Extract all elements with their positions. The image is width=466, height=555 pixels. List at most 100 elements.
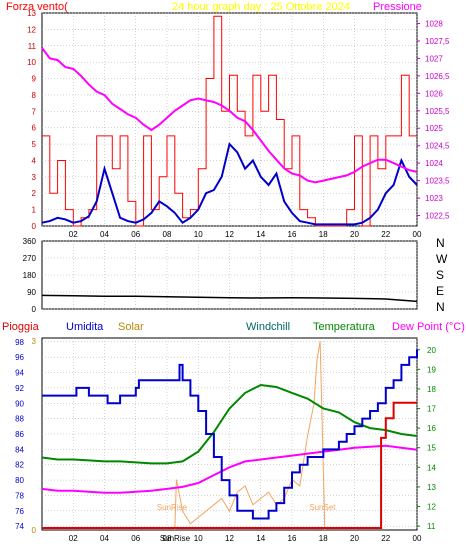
temperature-x-ticks: 02 04 06 08 10 12 14 16 18 20 22 00 xyxy=(69,534,422,543)
temperature-tick-label: 12 xyxy=(427,502,436,511)
humidity-y-tick-label: 82 xyxy=(15,461,24,470)
pressure-tick-label: 1023,5 xyxy=(425,177,450,186)
sunset-label: SunSet xyxy=(309,503,336,512)
temperature-x-tick-label: 00 xyxy=(413,534,422,543)
wind-x-tick-label: 22 xyxy=(381,230,390,239)
direction-series xyxy=(41,294,418,303)
wind-y-tick-label: 3 xyxy=(32,173,37,182)
wind-x-tick-label: 20 xyxy=(350,230,359,239)
solar-label: Solar xyxy=(118,321,144,333)
temperature-x-tick-label: 20 xyxy=(350,534,359,543)
temperature-x-tick-label: 02 xyxy=(69,534,78,543)
dewpoint-line xyxy=(41,444,418,494)
compass-label: N xyxy=(436,236,445,250)
temperature-x-tick-label: 22 xyxy=(381,534,390,543)
humidity-y-tick-label: 92 xyxy=(15,384,24,393)
temperature-tick-label: 19 xyxy=(427,365,436,374)
wind-x-ticks: 02 04 06 08 10 12 14 16 18 20 22 00 xyxy=(69,230,422,239)
temperature-x-tick-label: 14 xyxy=(256,534,265,543)
wind-y-tick-label: 7 xyxy=(32,107,37,116)
temperature-tick-label: 15 xyxy=(427,444,436,453)
wind-y-tick-label: 9 xyxy=(32,75,37,84)
solar-tick-label: 0 xyxy=(32,526,37,535)
pressure-line xyxy=(41,47,418,184)
wind-y-tick-label: 10 xyxy=(27,58,36,67)
wind-x-tick-label: 08 xyxy=(163,230,172,239)
wind-y-tick-label: 4 xyxy=(32,156,37,165)
temperature-x-tick-label: 12 xyxy=(225,534,234,543)
compass-label: S xyxy=(436,268,444,282)
compass-label: E xyxy=(436,284,444,298)
pressure-tick-label: 1027 xyxy=(425,54,443,63)
temperature-x-tick-label: 04 xyxy=(100,534,109,543)
direction-y-tick-label: 90 xyxy=(27,288,36,297)
wind-y-tick-label: 1 xyxy=(32,206,37,215)
humidity-y-tick-label: 80 xyxy=(15,476,24,485)
pressure-tick-label: 1025,5 xyxy=(425,107,450,116)
humidity-y-tick-label: 86 xyxy=(15,430,24,439)
wind-y-tick-label: 0 xyxy=(32,222,37,231)
humidity-y-tick-label: 88 xyxy=(15,415,24,424)
direction-y-tick-label: 180 xyxy=(23,271,37,280)
solar-line xyxy=(174,341,326,531)
temperature-label: Temperatura xyxy=(313,321,376,333)
wind-x-tick-label: 18 xyxy=(319,230,328,239)
humidity-y-tick-label: 74 xyxy=(15,522,24,531)
pressure-tick-label: 1027,5 xyxy=(425,37,450,46)
sun-annotations: SunRise SunSet SunRise xyxy=(157,503,336,543)
rain-label: Pioggia xyxy=(2,321,40,333)
pressure-tick-label: 1024,5 xyxy=(425,142,450,151)
direction-y-ticks: 360 270 180 90 0 xyxy=(23,237,37,314)
temperature-tick-label: 13 xyxy=(427,483,436,492)
pressure-label: Pressione xyxy=(373,1,422,13)
temperature-tick-label: 16 xyxy=(427,424,436,433)
temperature-x-tick-label: 18 xyxy=(319,534,328,543)
wind-mean-line xyxy=(41,142,418,226)
humidity-y-tick-label: 94 xyxy=(15,369,24,378)
temperature-y-ticks: 11 12 13 14 15 16 17 18 19 20 xyxy=(417,346,436,531)
temperature-tick-label: 11 xyxy=(427,522,436,531)
pressure-tick-label: 1023 xyxy=(425,194,443,203)
pressure-tick-label: 1022,5 xyxy=(425,212,450,221)
wind-y-tick-label: 8 xyxy=(32,91,37,100)
wind-y-tick-label: 5 xyxy=(32,140,37,149)
temperature-tick-label: 14 xyxy=(427,463,436,472)
wind-x-tick-label: 04 xyxy=(100,230,109,239)
solar-tick-label: 3 xyxy=(32,337,37,346)
humidity-label: Umidita xyxy=(66,321,104,333)
humidity-y-tick-label: 98 xyxy=(15,338,24,347)
wind-force-label: Forza vento( xyxy=(6,1,68,13)
pressure-tick-label: 1028 xyxy=(425,19,443,28)
temperature-panel: Pioggia Umidita Solar Windchill Temperat… xyxy=(2,321,465,543)
direction-line xyxy=(41,294,418,303)
temperature-x-tick-label: 08 xyxy=(163,534,172,543)
pressure-y-ticks: 1022,5 1023 1023,5 1024 1024,5 1025 1025,5 1026… xyxy=(417,19,450,221)
humidity-y-tick-label: 96 xyxy=(15,353,24,362)
humidity-line xyxy=(42,349,418,520)
sunrise-axis-label: SunRise xyxy=(160,534,191,543)
humidity-y-tick-label: 90 xyxy=(15,399,24,408)
temperature-x-tick-label: 06 xyxy=(131,534,140,543)
wind-x-tick-label: 16 xyxy=(288,230,297,239)
humidity-y-tick-label: 84 xyxy=(15,445,24,454)
temperature-tick-label: 18 xyxy=(427,385,436,394)
direction-y-tick-label: 360 xyxy=(23,237,37,246)
rain-line xyxy=(42,401,417,529)
wind-x-tick-label: 14 xyxy=(256,230,265,239)
humidity-y-tick-label: 76 xyxy=(15,507,24,516)
temperature-x-tick-label: 10 xyxy=(194,534,203,543)
wind-x-tick-label: 10 xyxy=(194,230,203,239)
temperature-series xyxy=(41,341,418,531)
pressure-tick-label: 1026 xyxy=(425,89,443,98)
wind-series xyxy=(41,15,418,227)
compass-label: W xyxy=(436,252,448,266)
wind-y-tick-label: 6 xyxy=(32,124,37,133)
temperature-x-tick-label: 16 xyxy=(288,534,297,543)
chart-title: 24 hour graph day : 25 Ottobre 2024 xyxy=(172,1,350,13)
pressure-tick-label: 1026,5 xyxy=(425,72,450,81)
direction-y-tick-label: 0 xyxy=(32,305,37,314)
pressure-tick-label: 1024 xyxy=(425,159,443,168)
